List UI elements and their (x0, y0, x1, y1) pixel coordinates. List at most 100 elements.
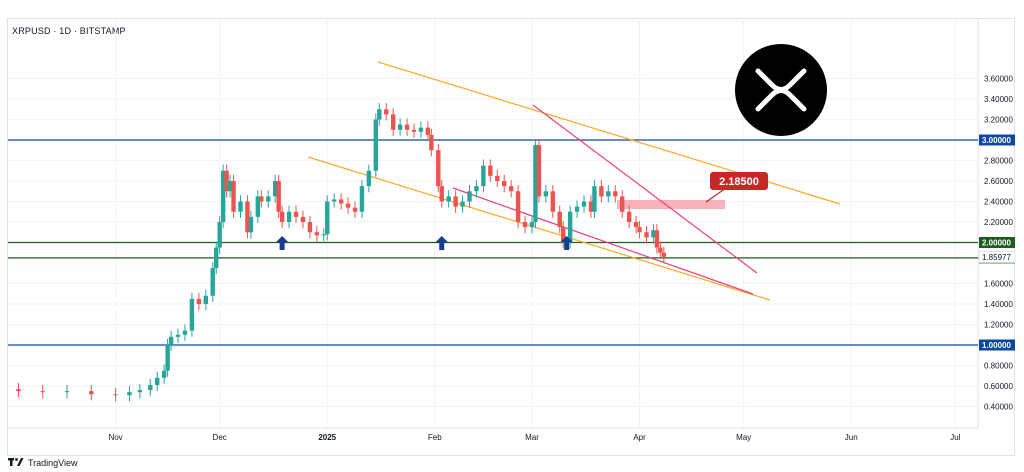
candle (196, 298, 202, 304)
candle (352, 207, 358, 212)
time-tick-label: Jun (845, 433, 858, 442)
candle (613, 191, 618, 197)
price-tick-label: 3.40000 (984, 95, 1013, 104)
candle (16, 389, 21, 392)
chart-title: XRPUSD · 1D · BITSTAMP (12, 26, 126, 36)
candle (429, 134, 434, 151)
level-badge (979, 237, 1015, 248)
candle (325, 201, 330, 235)
candle (543, 191, 549, 197)
candle (592, 186, 597, 212)
level-badge-label: 1.00000 (982, 341, 1011, 350)
time-axis[interactable]: Nov Dec 2025 Feb Mar Apr May Jun Jul (108, 433, 960, 442)
candle (127, 392, 132, 396)
candle (64, 391, 70, 393)
candle (474, 186, 479, 192)
candle (411, 129, 417, 132)
price-tick-label: 0.80000 (984, 362, 1013, 371)
xrp-logo (735, 44, 827, 136)
candle (481, 165, 486, 187)
chart-frame (7, 18, 1015, 456)
candle (529, 222, 535, 228)
candle (446, 196, 451, 202)
support-arrow-icon (276, 236, 289, 250)
level-badge (979, 134, 1015, 146)
candle (245, 201, 250, 233)
candle (338, 199, 344, 204)
candle (293, 211, 299, 217)
candle (453, 196, 458, 207)
candle (231, 181, 236, 212)
candle (404, 124, 410, 130)
candle (495, 175, 500, 181)
time-tick-label: Dec (213, 433, 227, 442)
last-price-badge (978, 250, 1016, 263)
candle (168, 336, 174, 345)
candle (331, 199, 337, 202)
candle (259, 196, 264, 202)
support-arrow-icon (435, 236, 448, 250)
time-tick-label: May (736, 433, 751, 442)
candle (384, 109, 389, 115)
candle (581, 201, 587, 207)
price-tick-label: 1.40000 (984, 300, 1013, 309)
candle (550, 191, 555, 212)
candle (366, 170, 372, 187)
resistance-zone[interactable] (617, 200, 725, 209)
price-tick-label: 2.40000 (984, 198, 1013, 207)
candle (599, 186, 604, 197)
wedge-lower-line[interactable] (452, 187, 754, 295)
level-badge (979, 339, 1015, 351)
price-axis[interactable]: 3.60000 3.40000 3.20000 2.80000 2.60000 2.400… (978, 75, 1016, 412)
horizontal-levels[interactable] (8, 139, 978, 346)
time-tick-label: Mar (525, 433, 539, 442)
candle (155, 377, 160, 385)
candle (502, 181, 507, 187)
callout-label: 2.18500 (719, 176, 759, 188)
candle (210, 268, 215, 296)
time-tick-label: Feb (428, 433, 442, 442)
candle (227, 181, 233, 192)
price-tick-label: 3.20000 (984, 116, 1013, 125)
candle (224, 170, 229, 192)
candle (321, 234, 326, 236)
candle (626, 211, 632, 222)
candle (644, 232, 649, 238)
callout-2-185[interactable]: 2.18500 (705, 172, 768, 203)
candle (619, 196, 625, 212)
candle (272, 181, 278, 197)
candle (460, 201, 465, 207)
candle (175, 334, 181, 337)
candle (557, 211, 562, 228)
tradingview-footer[interactable]: TradingView (8, 457, 78, 469)
channel-lower-line[interactable] (307, 156, 771, 301)
candle (439, 186, 444, 202)
candle (533, 145, 538, 222)
grid (8, 20, 979, 429)
candle (467, 191, 472, 202)
tradingview-logo-icon (8, 457, 24, 469)
candle (359, 186, 365, 212)
candle (588, 201, 594, 212)
candle (574, 206, 580, 212)
candle (189, 298, 195, 331)
candle (266, 196, 271, 202)
candle (137, 390, 143, 393)
candle (488, 165, 493, 176)
candle (89, 391, 94, 395)
candle (654, 230, 660, 248)
wedge-upper-line[interactable] (532, 104, 758, 274)
callout-pointer (705, 187, 727, 203)
time-tick-label: Nov (108, 433, 122, 442)
last-price-label: 1.85977 (982, 253, 1011, 262)
candle (314, 232, 320, 236)
callout-box (710, 172, 768, 190)
candle (182, 330, 188, 335)
time-tick-label: 2025 (318, 433, 336, 442)
price-tick-label: 0.40000 (984, 403, 1013, 412)
candle (345, 203, 351, 208)
candle (286, 211, 292, 222)
candle (217, 222, 222, 248)
candle (436, 150, 441, 187)
